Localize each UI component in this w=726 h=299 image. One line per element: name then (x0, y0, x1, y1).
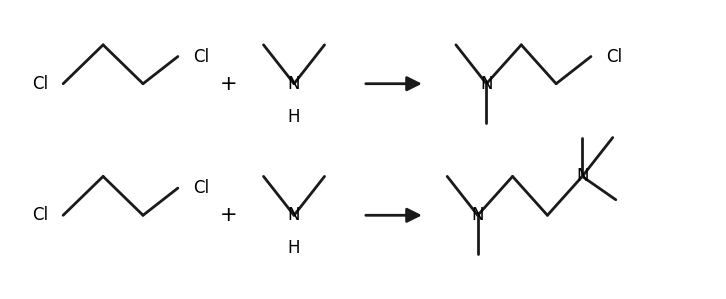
Text: Cl: Cl (193, 48, 209, 65)
Text: N: N (576, 167, 589, 185)
Text: +: + (220, 74, 237, 94)
Text: N: N (287, 206, 301, 224)
Text: Cl: Cl (193, 179, 209, 197)
Text: H: H (287, 239, 301, 257)
Text: N: N (287, 75, 301, 93)
Text: +: + (220, 205, 237, 225)
Text: N: N (480, 75, 493, 93)
Text: Cl: Cl (32, 206, 48, 224)
Text: Cl: Cl (606, 48, 622, 65)
Text: Cl: Cl (32, 75, 48, 93)
Text: H: H (287, 108, 301, 126)
Text: N: N (471, 206, 484, 224)
